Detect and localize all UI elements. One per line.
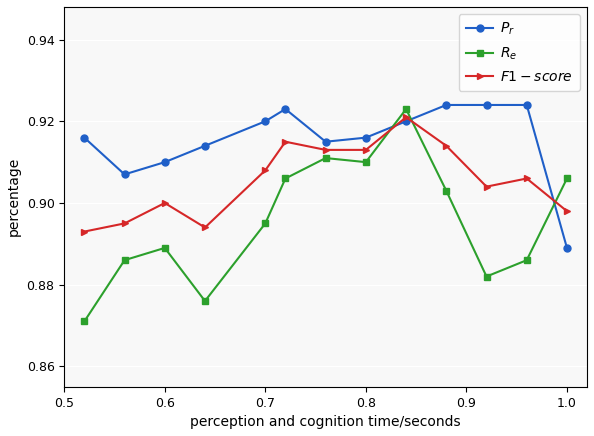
- $F1-score$: [523, 176, 530, 181]
- $F1-score$: [322, 147, 329, 153]
- $R_e$: [362, 160, 369, 165]
- $P_r$: [362, 135, 369, 140]
- Line: $P_r$: $P_r$: [81, 102, 570, 252]
- $R_e$: [563, 176, 570, 181]
- $R_e$: [322, 156, 329, 161]
- $P_r$: [443, 102, 450, 108]
- $F1-score$: [483, 184, 490, 189]
- $R_e$: [282, 176, 289, 181]
- $P_r$: [121, 172, 128, 177]
- $F1-score$: [262, 168, 269, 173]
- $R_e$: [403, 106, 410, 112]
- $P_r$: [282, 106, 289, 112]
- Y-axis label: percentage: percentage: [7, 157, 21, 236]
- $F1-score$: [161, 201, 168, 206]
- $F1-score$: [403, 115, 410, 120]
- $R_e$: [443, 188, 450, 193]
- $F1-score$: [362, 147, 369, 153]
- $R_e$: [81, 319, 88, 324]
- $P_r$: [403, 119, 410, 124]
- $P_r$: [81, 135, 88, 140]
- $F1-score$: [563, 208, 570, 214]
- $F1-score$: [121, 221, 128, 226]
- Line: $F1-score$: $F1-score$: [81, 114, 570, 235]
- Line: $R_e$: $R_e$: [81, 106, 570, 325]
- $P_r$: [262, 119, 269, 124]
- $R_e$: [262, 221, 269, 226]
- $P_r$: [161, 160, 168, 165]
- $F1-score$: [443, 143, 450, 148]
- $P_r$: [523, 102, 530, 108]
- $R_e$: [201, 298, 208, 303]
- $F1-score$: [282, 139, 289, 144]
- $P_r$: [563, 245, 570, 251]
- $P_r$: [483, 102, 490, 108]
- $R_e$: [161, 245, 168, 251]
- $F1-score$: [201, 225, 208, 230]
- $P_r$: [322, 139, 329, 144]
- X-axis label: perception and cognition time/seconds: perception and cognition time/seconds: [190, 415, 461, 429]
- $P_r$: [201, 143, 208, 148]
- Legend: $P_r$, $R_e$, $F1-score$: $P_r$, $R_e$, $F1-score$: [459, 14, 580, 91]
- $F1-score$: [81, 229, 88, 234]
- $R_e$: [523, 258, 530, 263]
- $R_e$: [121, 258, 128, 263]
- $R_e$: [483, 274, 490, 279]
